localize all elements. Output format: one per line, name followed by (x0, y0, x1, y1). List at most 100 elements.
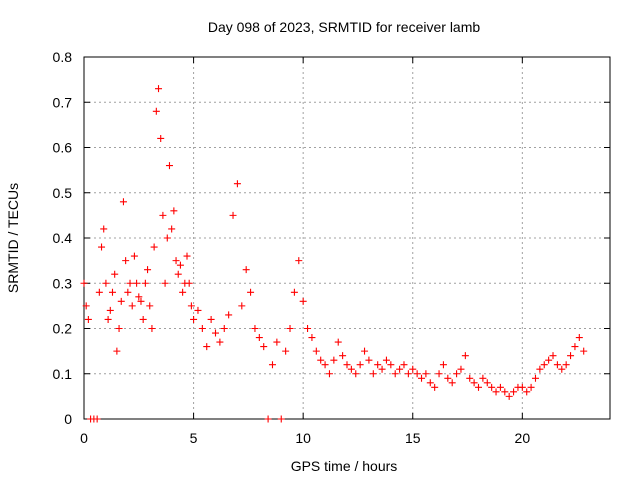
data-point (225, 311, 233, 319)
x-tick-label: 10 (295, 430, 311, 446)
data-point (133, 279, 141, 287)
data-point (531, 374, 539, 382)
x-tick-label: 15 (405, 430, 421, 446)
data-point (352, 370, 360, 378)
data-point (273, 338, 281, 346)
data-point (562, 361, 570, 369)
data-point (260, 343, 268, 351)
grid (84, 57, 610, 419)
data-point (183, 252, 191, 260)
x-tick-label: 0 (80, 430, 88, 446)
data-point (238, 302, 246, 310)
data-point (155, 85, 163, 93)
data-points (80, 85, 588, 423)
data-point (382, 356, 390, 364)
data-point (268, 361, 276, 369)
data-point (540, 361, 548, 369)
y-tick-label: 0.8 (53, 49, 73, 65)
data-point (93, 415, 101, 423)
data-point (334, 338, 342, 346)
data-point (461, 352, 469, 360)
data-point (317, 356, 325, 364)
data-point (325, 370, 333, 378)
data-point (448, 379, 456, 387)
data-point (374, 361, 382, 369)
data-point (404, 370, 412, 378)
data-point (98, 243, 106, 251)
y-tick-label: 0.7 (53, 94, 73, 110)
data-point (299, 297, 307, 305)
data-point (400, 361, 408, 369)
data-point (295, 257, 303, 265)
data-point (549, 352, 557, 360)
data-point (339, 352, 347, 360)
data-point (130, 252, 138, 260)
data-point (115, 325, 123, 332)
data-point (343, 361, 351, 369)
data-point (170, 207, 178, 215)
y-tick-label: 0.1 (53, 366, 73, 382)
data-point (356, 361, 364, 369)
data-point (174, 270, 182, 278)
data-point (122, 257, 130, 265)
data-point (422, 370, 430, 378)
data-point (104, 315, 112, 323)
data-point (148, 325, 156, 332)
data-point (475, 383, 482, 391)
data-point (146, 302, 154, 310)
data-point (82, 302, 90, 310)
data-point (152, 107, 160, 115)
data-point (330, 356, 338, 364)
data-point (80, 279, 88, 287)
data-point (479, 374, 487, 382)
data-point (396, 365, 404, 373)
data-point (290, 288, 298, 296)
y-axis-label: SRMTID / TECUs (5, 183, 21, 293)
data-point (426, 379, 434, 387)
y-tick-label: 0.2 (53, 321, 73, 337)
data-point (365, 356, 373, 364)
data-point (212, 329, 219, 337)
data-point (251, 325, 259, 332)
data-point (163, 234, 171, 242)
data-point (126, 279, 134, 287)
data-point (135, 293, 143, 301)
data-point (488, 383, 496, 391)
data-point (159, 211, 167, 219)
data-point (161, 279, 169, 287)
data-point (185, 279, 193, 287)
data-point (113, 347, 121, 355)
data-point (501, 388, 509, 396)
data-point (361, 347, 369, 355)
data-point (165, 162, 173, 170)
data-point (580, 347, 588, 355)
data-point (187, 302, 195, 310)
data-point (216, 338, 224, 346)
data-point (141, 279, 149, 287)
data-point (496, 383, 504, 391)
data-point (102, 279, 110, 287)
data-point (179, 288, 187, 296)
y-tick-label: 0.3 (53, 275, 73, 291)
chart-title: Day 098 of 2023, SRMTID for receiver lam… (208, 19, 481, 35)
x-axis-label: GPS time / hours (291, 458, 398, 474)
data-point (523, 388, 531, 396)
data-point (176, 261, 184, 269)
data-point (527, 383, 535, 391)
data-point (137, 297, 145, 305)
axes (83, 56, 611, 420)
data-point (505, 392, 513, 400)
data-point (453, 370, 461, 378)
data-point (347, 365, 355, 373)
data-point (207, 315, 215, 323)
data-point (157, 134, 165, 142)
data-point (435, 370, 443, 378)
data-point (308, 334, 316, 342)
data-point (150, 243, 158, 251)
data-point (466, 374, 474, 382)
y-tick-label: 0.6 (53, 140, 73, 156)
data-point (190, 315, 198, 323)
data-point (139, 315, 147, 323)
data-point (483, 379, 491, 387)
